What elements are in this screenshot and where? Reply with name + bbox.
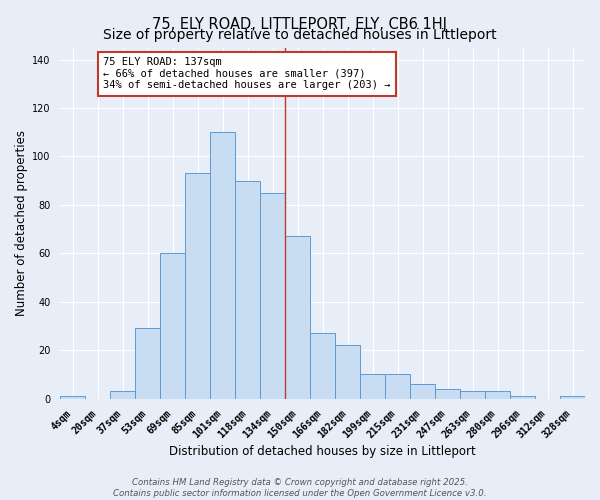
X-axis label: Distribution of detached houses by size in Littleport: Distribution of detached houses by size … — [169, 444, 476, 458]
Text: 75 ELY ROAD: 137sqm
← 66% of detached houses are smaller (397)
34% of semi-detac: 75 ELY ROAD: 137sqm ← 66% of detached ho… — [103, 57, 391, 90]
Bar — [210, 132, 235, 398]
Bar — [385, 374, 410, 398]
Bar — [260, 193, 285, 398]
Bar — [185, 174, 210, 398]
Bar — [485, 392, 510, 398]
Bar — [110, 392, 136, 398]
Y-axis label: Number of detached properties: Number of detached properties — [15, 130, 28, 316]
Text: 75, ELY ROAD, LITTLEPORT, ELY, CB6 1HJ: 75, ELY ROAD, LITTLEPORT, ELY, CB6 1HJ — [152, 18, 448, 32]
Bar — [410, 384, 435, 398]
Bar — [235, 180, 260, 398]
Bar — [61, 396, 85, 398]
Text: Contains HM Land Registry data © Crown copyright and database right 2025.
Contai: Contains HM Land Registry data © Crown c… — [113, 478, 487, 498]
Bar — [136, 328, 160, 398]
Bar — [435, 389, 460, 398]
Bar — [560, 396, 585, 398]
Bar — [160, 254, 185, 398]
Text: Size of property relative to detached houses in Littleport: Size of property relative to detached ho… — [103, 28, 497, 42]
Bar — [335, 346, 360, 399]
Bar — [310, 333, 335, 398]
Bar — [360, 374, 385, 398]
Bar — [460, 392, 485, 398]
Bar — [510, 396, 535, 398]
Bar — [285, 236, 310, 398]
